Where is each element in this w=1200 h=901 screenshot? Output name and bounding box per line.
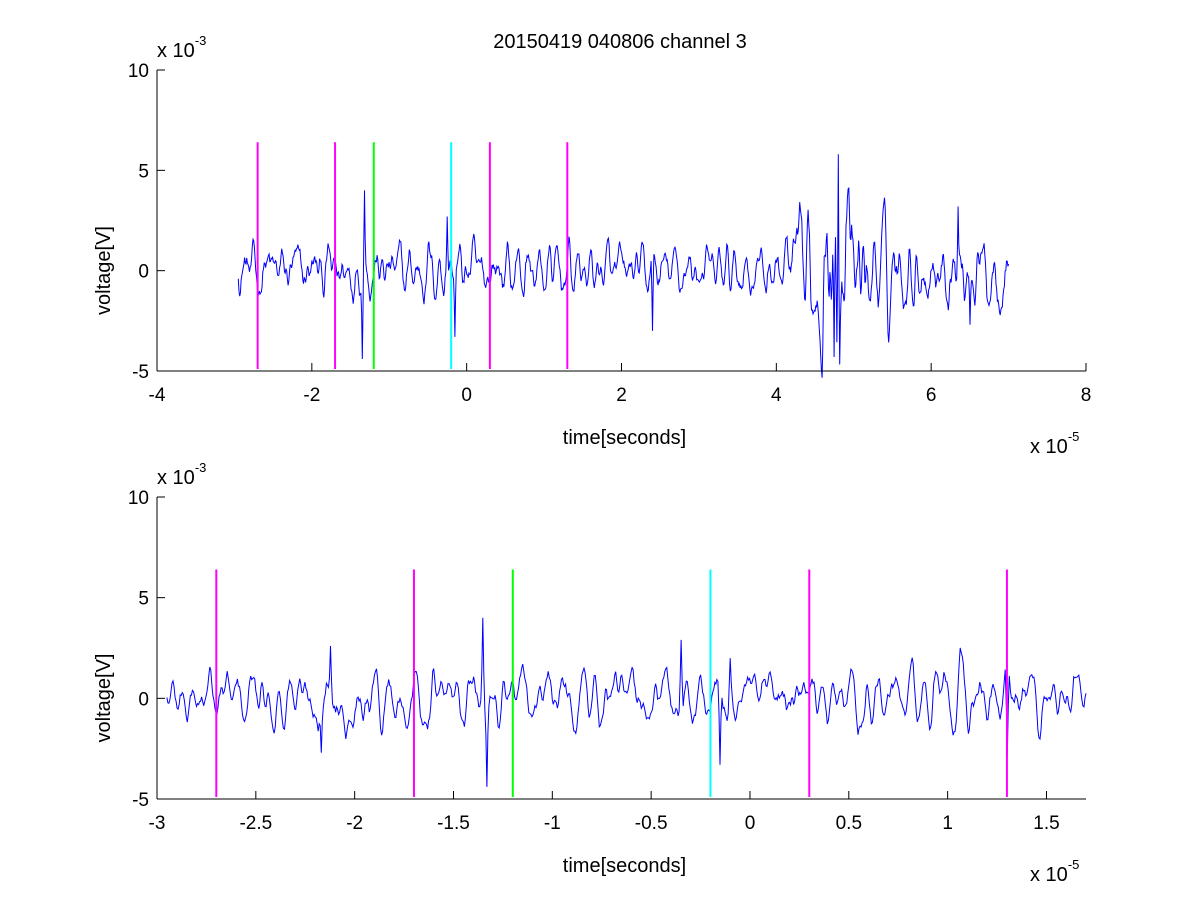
y-tick-label: 0 <box>138 689 149 710</box>
x-tick-label: 0 <box>745 813 756 834</box>
x-axis-exponent-power: -5 <box>1068 429 1080 444</box>
x-tick-label: -1 <box>544 813 561 834</box>
x-tick-label: 1 <box>942 813 953 834</box>
y-tick-label: 10 <box>128 61 149 82</box>
x-tick-label: 6 <box>926 385 937 406</box>
x-tick-label: 8 <box>1081 385 1092 406</box>
y-tick-label: -5 <box>132 790 149 811</box>
x-tick-label: -3 <box>149 813 166 834</box>
y-axis-label: voltage[V] <box>93 654 115 743</box>
x-axis-label: time[seconds] <box>563 855 686 877</box>
y-axis-exponent-power: -3 <box>195 33 207 48</box>
x-tick-label: 1.5 <box>1033 813 1059 834</box>
x-tick-label: -2.5 <box>239 813 272 834</box>
y-tick-label: 0 <box>138 262 149 283</box>
y-axis-label: voltage[V] <box>93 226 115 315</box>
top-plot: -4 -2 0 2 4 6 8-50510time[seconds]voltage[V]x … <box>93 33 1091 458</box>
x-tick-label: -2 <box>346 813 363 834</box>
y-tick-label: -5 <box>132 362 149 383</box>
x-tick-label: -2 <box>303 385 320 406</box>
x-tick-label: -0.5 <box>635 813 668 834</box>
y-tick-label: 10 <box>128 488 149 509</box>
chart-title: 20150419 040806 channel 3 <box>493 31 747 53</box>
x-tick-label: 0.5 <box>836 813 862 834</box>
signal-trace <box>237 154 1010 378</box>
x-axis-exponent-power: -5 <box>1068 857 1080 872</box>
x-tick-label: 0 <box>461 385 472 406</box>
signal-trace <box>166 617 1087 787</box>
x-tick-label: -1.5 <box>437 813 470 834</box>
y-tick-label: 5 <box>138 161 149 182</box>
y-tick-label: 5 <box>138 589 149 610</box>
x-tick-label: 4 <box>771 385 782 406</box>
x-axis-label: time[seconds] <box>563 427 686 449</box>
x-tick-label: -4 <box>149 385 166 406</box>
y-axis-exponent-power: -3 <box>195 460 207 475</box>
x-tick-label: 2 <box>616 385 627 406</box>
